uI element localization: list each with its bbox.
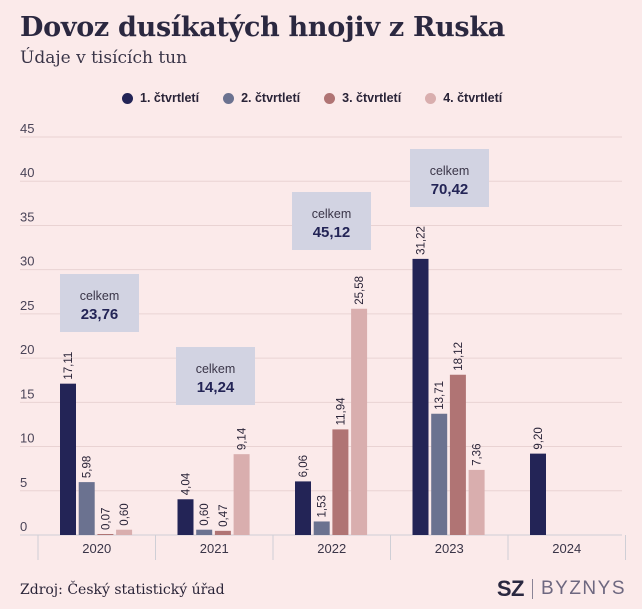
data-label: 6,06 [298, 455, 310, 477]
total-value: 23,76 [81, 306, 119, 323]
legend-label-q2: 2. čtvrtletí [241, 91, 301, 105]
legend-label-q3: 3. čtvrtletí [342, 91, 402, 105]
bar-2021-q4 [233, 454, 250, 535]
y-tick-label: 45 [20, 121, 34, 136]
data-label: 9,14 [237, 427, 249, 450]
legend-label-q4: 4. čtvrtletí [443, 91, 503, 105]
legend-swatch-q2 [223, 92, 235, 104]
total-box-bg [60, 274, 139, 332]
brand-logo: SZ BYZNYS [497, 576, 626, 602]
total-box-bg [410, 149, 489, 207]
x-tick-label: 2021 [200, 541, 229, 556]
total-label: celkem [196, 362, 236, 376]
legend: 1. čtvrtletí 2. čtvrtletí 3. čtvrtletí 4… [122, 91, 502, 105]
chart-title: Dovoz dusíkatých hnojiv z Ruska [20, 12, 505, 43]
bar-2020-q1 [60, 383, 76, 535]
total-box-2022: celkem 45,12 [292, 192, 371, 250]
bar-2023-q1 [412, 258, 429, 535]
x-tick-label: 2022 [317, 541, 346, 556]
x-tick-label: 2024 [552, 541, 581, 556]
data-label: 9,20 [533, 427, 545, 449]
bar-2024-q1 [530, 453, 546, 535]
brand-primary: SZ [496, 576, 525, 601]
bar-2021-q3 [214, 530, 231, 535]
data-label: 4,04 [181, 472, 193, 495]
legend-item-q4: 4. čtvrtletí [425, 91, 502, 105]
total-label: celkem [312, 207, 352, 221]
legend-swatch-q3 [324, 92, 336, 104]
data-label: 31,22 [416, 226, 428, 255]
data-label: 25,58 [354, 276, 366, 305]
data-label: 13,71 [434, 381, 446, 410]
source-note: Zdroj: Český statistický úřad [20, 582, 225, 598]
bar-2020-q3 [97, 534, 114, 535]
data-label: 0,47 [218, 504, 230, 526]
total-label: celkem [80, 289, 120, 303]
bar-2023-q4 [468, 469, 485, 535]
total-value: 45,12 [313, 224, 351, 241]
y-tick-label: 15 [20, 386, 34, 401]
data-label: 17,11 [63, 352, 75, 380]
total-box-2020: celkem 23,76 [60, 274, 139, 332]
legend-item-q1: 1. čtvrtletí [122, 91, 199, 105]
data-label: 0,60 [119, 503, 131, 525]
total-label: celkem [430, 164, 470, 178]
brand-secondary: BYZNYS [540, 578, 626, 599]
total-value: 14,24 [197, 379, 235, 396]
legend-swatch-q1 [122, 92, 133, 104]
y-tick-label: 35 [20, 209, 34, 224]
bar-2021-q1 [177, 499, 194, 535]
total-box-bg [176, 347, 255, 405]
data-label: 0,07 [100, 508, 112, 530]
total-box-2023: celkem 70,42 [410, 149, 489, 207]
y-tick-label: 40 [20, 165, 34, 180]
chart-subtitle: Údaje v tisících tun [20, 48, 188, 68]
y-tick-label: 30 [20, 254, 34, 269]
y-tick-label: 25 [20, 298, 34, 313]
data-label: 5,98 [82, 456, 94, 478]
total-box-bg [292, 192, 371, 250]
x-tick-label: 2020 [82, 541, 111, 556]
data-label: 1,53 [317, 495, 329, 517]
legend-label-q1: 1. čtvrtletí [140, 91, 200, 105]
legend-item-q3: 3. čtvrtletí [324, 91, 401, 105]
y-tick-label: 10 [20, 431, 34, 446]
x-tick-label: 2023 [435, 541, 464, 556]
bar-2021-q2 [196, 529, 213, 535]
bar-2020-q2 [78, 482, 95, 535]
y-tick-label: 0 [20, 519, 27, 534]
bar-2022-q4 [351, 308, 368, 535]
data-label: 18,12 [453, 342, 465, 371]
bar-2022-q2 [313, 521, 330, 535]
legend-swatch-q4 [425, 92, 437, 104]
brand-divider [531, 579, 533, 599]
bar-2023-q3 [449, 374, 466, 535]
bar-2023-q2 [431, 413, 448, 535]
total-value: 70,42 [431, 181, 469, 198]
data-label: 0,60 [199, 503, 211, 525]
y-tick-label: 20 [20, 342, 34, 357]
total-box-2021: celkem 14,24 [176, 347, 255, 405]
bar-2022-q1 [295, 481, 311, 535]
y-tick-label: 5 [20, 475, 27, 490]
data-label: 11,94 [335, 397, 347, 426]
data-label: 7,36 [472, 444, 484, 466]
bar-2022-q3 [332, 429, 349, 535]
legend-item-q2: 2. čtvrtletí [223, 91, 300, 105]
bar-2020-q4 [116, 529, 133, 535]
